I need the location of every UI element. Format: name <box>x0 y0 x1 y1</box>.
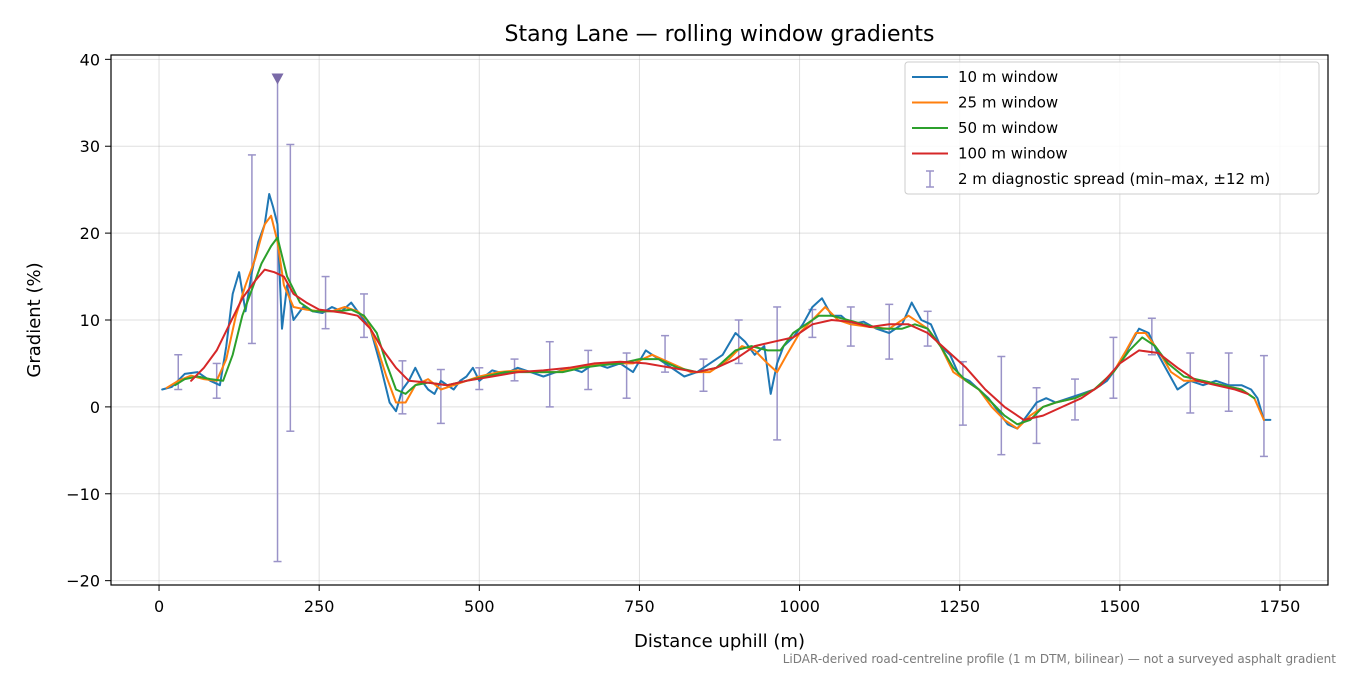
x-tick-label: 750 <box>624 597 655 616</box>
y-tick-label: −10 <box>66 485 100 504</box>
spread-bar <box>846 306 855 347</box>
x-axis-label: Distance uphill (m) <box>634 631 805 652</box>
legend-label: 10 m window <box>958 68 1058 86</box>
y-tick-label: 30 <box>80 137 100 156</box>
spread-bar <box>1032 387 1041 445</box>
y-tick-label: 40 <box>80 50 100 69</box>
series-lines <box>161 193 1272 430</box>
x-tick-label: 1500 <box>1099 597 1140 616</box>
x-tick-label: 0 <box>154 597 164 616</box>
y-axis-ticks: −20 −10 0 10 20 30 40 <box>66 50 111 591</box>
spread-bar <box>622 352 631 399</box>
x-tick-label: 1250 <box>939 597 980 616</box>
series-line-0 <box>161 193 1272 430</box>
x-tick-label: 500 <box>464 597 495 616</box>
spread-bar <box>1186 352 1195 414</box>
legend-label: 50 m window <box>958 119 1058 137</box>
spread-bar <box>1109 336 1118 399</box>
spread-bar <box>885 303 894 360</box>
spread-bar <box>398 360 407 415</box>
y-tick-label: 10 <box>80 311 100 330</box>
spread-bar <box>699 358 708 392</box>
y-tick-label: 0 <box>90 398 100 417</box>
spread-bar <box>1224 352 1233 412</box>
y-tick-label: −20 <box>66 572 100 591</box>
chart-title: Stang Lane — rolling window gradients <box>504 22 934 47</box>
y-tick-label: 20 <box>80 224 100 243</box>
spread-bar <box>1259 354 1268 458</box>
spread-bar <box>436 368 445 425</box>
legend: 10 m window 25 m window 50 m window 100 m w… <box>904 61 1320 195</box>
spread-bar <box>584 349 593 391</box>
clipped-marker <box>271 73 284 85</box>
legend-label: 25 m window <box>958 94 1058 112</box>
series-line-3 <box>190 268 1249 421</box>
y-axis-label: Gradient (%) <box>24 262 45 377</box>
chart-footnote: LiDAR-derived road-centreline profile (1… <box>782 652 1336 666</box>
spread-bar <box>1070 378 1079 421</box>
spread-bar <box>773 306 782 441</box>
legend-label: 100 m window <box>958 145 1068 163</box>
legend-box <box>904 61 1320 195</box>
x-tick-label: 1000 <box>779 597 820 616</box>
x-tick-label: 250 <box>304 597 335 616</box>
legend-label-spread: 2 m diagnostic spread (min–max, ±12 m) <box>958 170 1270 188</box>
x-tick-label: 1750 <box>1260 597 1301 616</box>
x-axis-ticks: 0 250 500 750 1000 1250 1500 1750 <box>154 585 1300 616</box>
spread-bar <box>247 154 256 345</box>
spread-bar <box>997 355 1006 456</box>
spread-bar <box>1147 317 1156 356</box>
spread-bar <box>271 73 284 563</box>
spread-bar <box>321 275 330 330</box>
